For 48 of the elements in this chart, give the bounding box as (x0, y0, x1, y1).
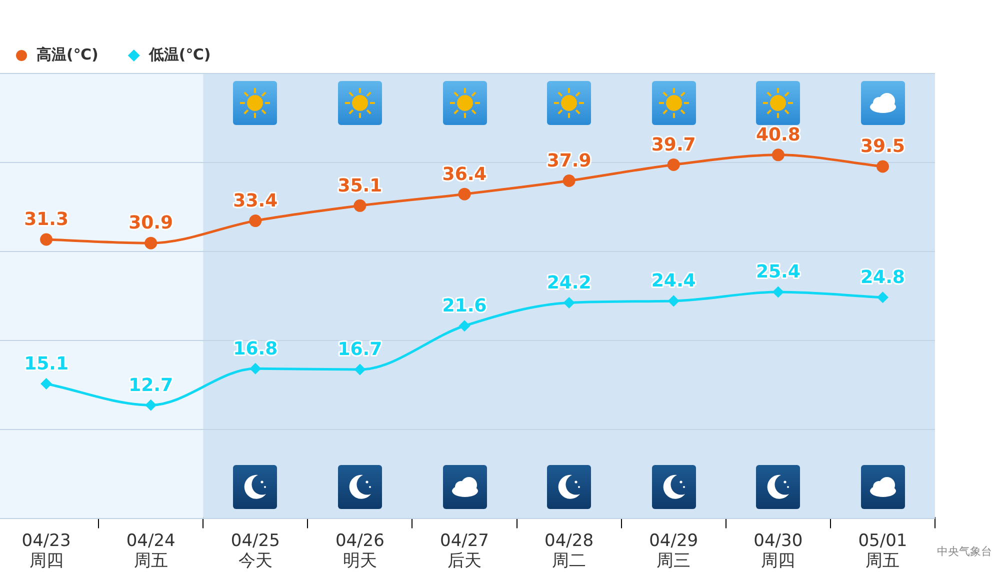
data-label: 31.3 (24, 209, 68, 230)
data-label: 40.8 (756, 124, 800, 146)
legend-label: 高温(℃) (36, 45, 98, 64)
data-label: 12.7 (128, 374, 174, 396)
point (876, 160, 889, 173)
data-label: 24.4 (651, 270, 696, 292)
x-tick-label: 04/26 明天 (335, 530, 384, 572)
point (354, 199, 366, 212)
point (459, 320, 470, 332)
point (458, 188, 471, 200)
data-label: 35.1 (338, 175, 382, 196)
data-label: 15.1 (24, 353, 68, 374)
data-label: 24.2 (546, 272, 592, 294)
data-label: 21.6 (442, 296, 487, 317)
x-tick-label: 04/30 周四 (754, 530, 803, 572)
x-tick-label: 04/23 周四 (22, 530, 71, 572)
x-tick-label: 05/01 周五 (858, 530, 908, 572)
x-tick-label: 04/25 今天 (230, 530, 280, 572)
data-label: 39.7 (651, 134, 696, 156)
point (564, 297, 574, 308)
data-label: 33.4 (233, 190, 278, 212)
point (667, 158, 680, 171)
point (146, 400, 156, 410)
text: 中央气象台 (937, 544, 992, 559)
x-tick-label: 04/27 后天 (440, 530, 489, 572)
point (249, 214, 262, 228)
point (41, 378, 52, 389)
point (772, 148, 784, 162)
data-label: 25.4 (756, 262, 800, 283)
data-label: 24.8 (860, 267, 905, 288)
data-label: 37.9 (546, 150, 592, 172)
x-tick-label: 04/24 周五 (126, 530, 176, 572)
x-tick-label: 04/29 周三 (649, 530, 698, 572)
data-label: 36.4 (442, 164, 487, 185)
point (877, 292, 888, 303)
data-label: 16.8 (233, 338, 278, 360)
point (40, 233, 53, 246)
point (144, 236, 158, 250)
point (250, 363, 261, 374)
data-label: 30.9 (128, 212, 174, 234)
x-tick-label: 04/28 周二 (544, 530, 594, 572)
point (772, 286, 784, 298)
point (354, 364, 366, 375)
point (562, 174, 576, 187)
point (668, 296, 679, 306)
data-label: 39.5 (860, 136, 905, 158)
legend-label: 低温(℃) (148, 45, 211, 64)
data-label: 16.7 (338, 339, 382, 360)
